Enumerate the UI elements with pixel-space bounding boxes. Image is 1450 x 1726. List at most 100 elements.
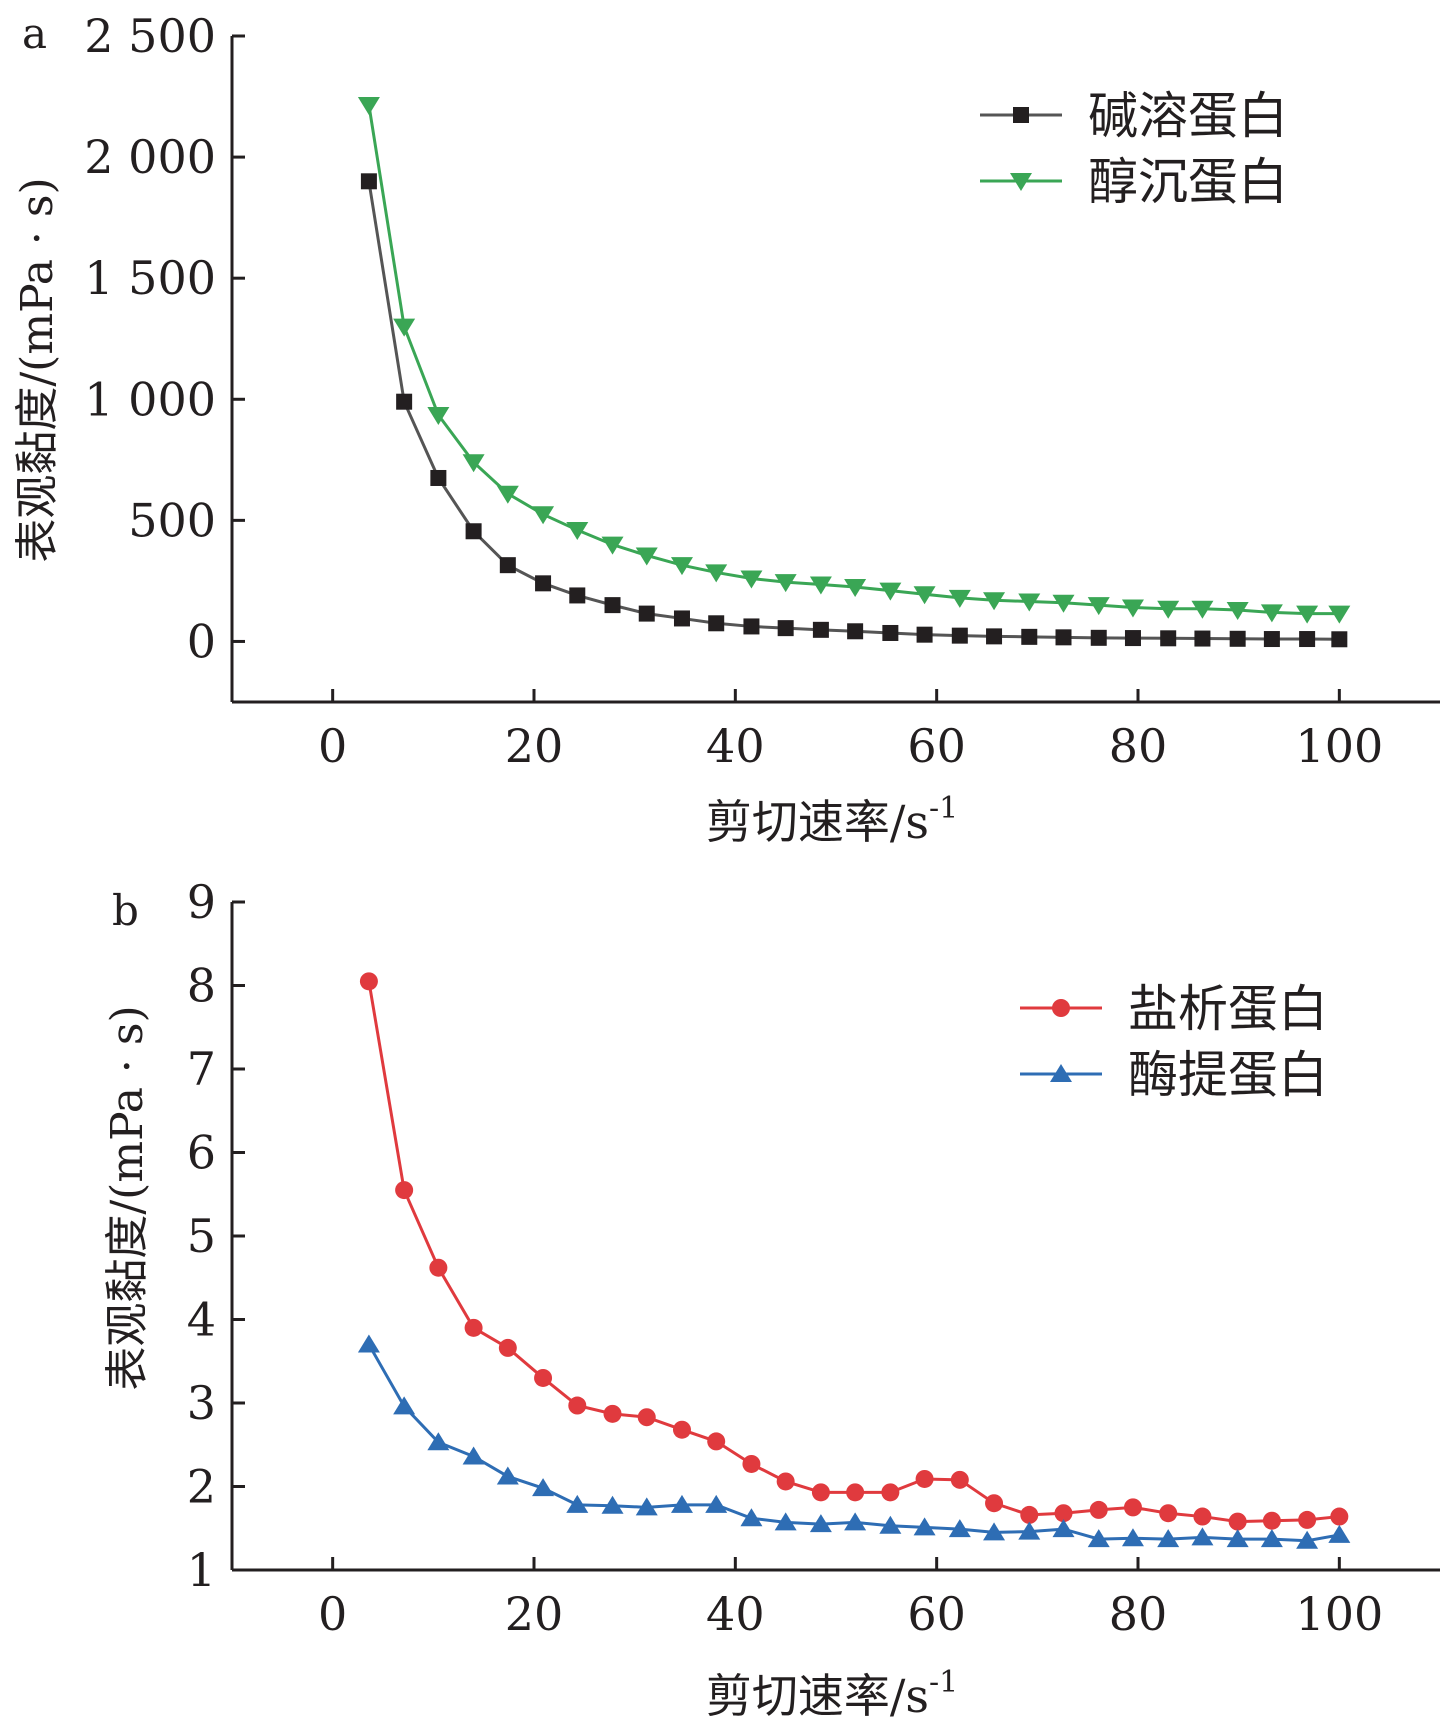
data-point xyxy=(951,627,968,644)
legend-marker xyxy=(1013,107,1029,123)
data-point xyxy=(1328,1524,1351,1543)
data-point xyxy=(844,1512,867,1531)
data-point xyxy=(566,522,589,541)
legend-entry: 碱溶蛋白 xyxy=(980,87,1288,145)
x-tick-label: 20 xyxy=(505,1587,564,1641)
data-point xyxy=(1330,1507,1349,1526)
data-point xyxy=(1260,1529,1283,1548)
x-tick-label: 40 xyxy=(706,719,765,773)
data-point xyxy=(812,621,829,638)
data-point xyxy=(844,578,867,597)
data-point xyxy=(673,610,690,627)
data-point xyxy=(915,1469,934,1488)
data-point xyxy=(1193,1507,1212,1526)
x-tick-label: 100 xyxy=(1295,719,1383,773)
data-point xyxy=(535,575,552,592)
data-point xyxy=(1191,600,1214,619)
series-1 xyxy=(359,972,1349,1531)
data-point xyxy=(913,1517,936,1536)
legend-label: 酶提蛋白 xyxy=(1128,1046,1328,1104)
legend-label: 盐析蛋白 xyxy=(1128,980,1328,1038)
data-point xyxy=(1229,630,1246,647)
y-tick-label: 8 xyxy=(187,959,216,1013)
data-point xyxy=(1123,1498,1142,1517)
data-point xyxy=(568,1396,587,1415)
y-tick-label: 500 xyxy=(128,493,216,547)
data-point xyxy=(465,523,482,540)
data-point xyxy=(811,1483,830,1502)
x-axis-label: 剪切速率/s-1 xyxy=(706,1665,958,1723)
data-point xyxy=(948,589,971,608)
data-point xyxy=(1299,631,1316,648)
data-point xyxy=(393,318,416,337)
data-point xyxy=(635,1497,658,1516)
data-point xyxy=(776,1472,795,1491)
data-point xyxy=(1121,599,1144,618)
data-point xyxy=(740,570,763,589)
data-point xyxy=(601,1495,624,1514)
data-point xyxy=(1228,1512,1247,1531)
data-point xyxy=(603,1404,622,1423)
data-point xyxy=(638,605,655,622)
data-point xyxy=(705,1494,728,1513)
data-point xyxy=(1018,1521,1041,1540)
data-point xyxy=(1157,600,1180,619)
data-point xyxy=(1262,1511,1281,1530)
data-point xyxy=(847,623,864,640)
data-point xyxy=(1298,1510,1317,1529)
data-point xyxy=(637,1408,656,1427)
data-point xyxy=(1021,628,1038,645)
x-tick-label: 0 xyxy=(318,1587,347,1641)
legend-marker xyxy=(1052,999,1070,1017)
data-point xyxy=(532,506,555,525)
data-point xyxy=(601,536,624,555)
data-point xyxy=(1191,1527,1214,1546)
legend-label: 碱溶蛋白 xyxy=(1088,87,1288,145)
x-tick-label: 0 xyxy=(318,719,347,773)
data-point xyxy=(635,547,658,566)
data-point xyxy=(1296,1530,1319,1549)
data-point xyxy=(427,1432,450,1451)
y-tick-label: 1 000 xyxy=(84,372,216,426)
data-point xyxy=(498,1338,517,1357)
x-tick-label: 60 xyxy=(907,1587,966,1641)
y-tick-label: 4 xyxy=(187,1293,216,1347)
data-point xyxy=(809,576,832,595)
data-point xyxy=(774,574,797,593)
data-point xyxy=(532,1478,555,1497)
data-point xyxy=(1296,605,1319,624)
data-point xyxy=(707,1432,726,1451)
data-point xyxy=(743,618,760,635)
data-point xyxy=(670,557,693,576)
data-point xyxy=(881,1483,900,1502)
data-point xyxy=(670,1494,693,1513)
x-tick-label: 80 xyxy=(1109,719,1168,773)
y-axis-label: 表观黏度/(mPa · s) xyxy=(102,1005,153,1390)
data-point xyxy=(774,1512,797,1531)
panel-label: b xyxy=(112,886,139,935)
data-point xyxy=(913,586,936,605)
data-point xyxy=(1157,1529,1180,1548)
x-tick-label: 20 xyxy=(505,719,564,773)
data-point xyxy=(777,620,794,637)
data-point xyxy=(1159,1504,1178,1523)
data-point xyxy=(430,469,447,486)
data-point xyxy=(1087,597,1110,616)
legend-entry: 醇沉蛋白 xyxy=(980,153,1288,211)
data-point xyxy=(464,1318,483,1337)
y-tick-label: 6 xyxy=(187,1126,216,1180)
data-point xyxy=(462,454,485,473)
data-point xyxy=(916,626,933,643)
series-2 xyxy=(357,97,1351,624)
chart-panel-a: a 0 500 1 000 1 500 2 000 2 500 0 20 40 60 80 100 表… xyxy=(12,9,1440,849)
data-point xyxy=(1331,631,1348,648)
data-point xyxy=(1052,594,1075,613)
data-point xyxy=(985,1494,1004,1513)
data-point xyxy=(948,1519,971,1538)
series-1 xyxy=(360,173,1348,648)
y-tick-label: 2 xyxy=(187,1460,216,1514)
y-tick-label: 7 xyxy=(187,1042,216,1096)
y-tick-label: 9 xyxy=(187,875,216,929)
data-point xyxy=(462,1446,485,1465)
